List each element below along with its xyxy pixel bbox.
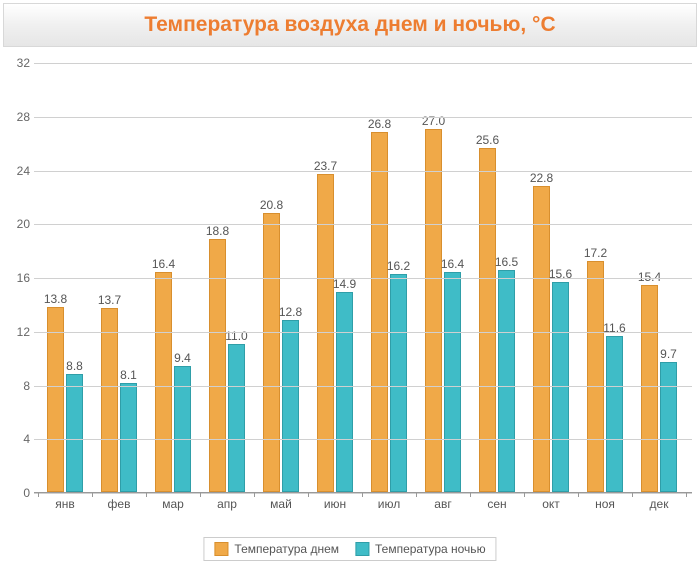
bar-day: 20.8: [263, 213, 280, 493]
x-tick-mark: [200, 492, 201, 497]
x-tick-label: янв: [55, 497, 75, 511]
bar-day: 27.0: [425, 129, 442, 492]
y-tick-label: 32: [17, 56, 30, 70]
bar-value-label: 13.7: [98, 293, 121, 307]
bar-value-label: 8.1: [120, 368, 137, 382]
legend-label-day: Температура днем: [234, 542, 339, 556]
legend-label-night: Температура ночью: [375, 542, 486, 556]
bar-value-label: 15.6: [549, 267, 572, 281]
x-tick-mark: [578, 492, 579, 497]
legend-item-day: Температура днем: [214, 542, 339, 556]
x-tick-mark: [254, 492, 255, 497]
bar-value-label: 9.4: [174, 351, 191, 365]
bar-value-label: 17.2: [584, 246, 607, 260]
chart-title: Температура воздуха днем и ночью, °C: [144, 13, 555, 37]
title-bar: Температура воздуха днем и ночью, °C: [3, 3, 697, 47]
y-tick-label: 0: [23, 486, 30, 500]
bar-day: 13.8: [47, 307, 64, 492]
legend-swatch-day: [214, 542, 228, 556]
x-tick-mark: [524, 492, 525, 497]
bar-value-label: 18.8: [206, 224, 229, 238]
bar-night: 14.9: [336, 292, 353, 492]
y-tick-label: 8: [23, 379, 30, 393]
bar-day: 22.8: [533, 186, 550, 492]
gridline: [34, 278, 692, 279]
x-tick-label: июл: [378, 497, 400, 511]
bar-night: 11.0: [228, 344, 245, 492]
bar-value-label: 16.2: [387, 259, 410, 273]
bar-night: 8.8: [66, 374, 83, 492]
bar-night: 16.4: [444, 272, 461, 492]
x-tick-mark: [308, 492, 309, 497]
bar-night: 8.1: [120, 383, 137, 492]
gridline: [34, 386, 692, 387]
x-tick-mark: [146, 492, 147, 497]
x-tick-mark: [38, 492, 39, 497]
y-axis: 048121620242832: [0, 63, 34, 493]
gridline: [34, 171, 692, 172]
y-tick-label: 24: [17, 164, 30, 178]
bar-day: 25.6: [479, 148, 496, 492]
x-tick-label: сен: [487, 497, 506, 511]
bar-day: 23.7: [317, 174, 334, 492]
bar-value-label: 9.7: [660, 347, 677, 361]
x-tick-mark: [92, 492, 93, 497]
bar-night: 11.6: [606, 336, 623, 492]
bar-night: 16.5: [498, 270, 515, 492]
x-tick-label: фев: [108, 497, 131, 511]
bar-value-label: 16.4: [441, 257, 464, 271]
bar-value-label: 22.8: [530, 171, 553, 185]
bar-value-label: 20.8: [260, 198, 283, 212]
x-tick-label: мар: [162, 497, 184, 511]
bar-day: 13.7: [101, 308, 118, 492]
x-tick-mark: [416, 492, 417, 497]
gridline: [34, 63, 692, 64]
bar-value-label: 25.6: [476, 133, 499, 147]
bar-value-label: 13.8: [44, 292, 67, 306]
bar-night: 12.8: [282, 320, 299, 492]
gridline: [34, 117, 692, 118]
bar-value-label: 12.8: [279, 305, 302, 319]
gridline: [34, 439, 692, 440]
chart-container: Температура воздуха днем и ночью, °C 0 4 8…: [0, 3, 700, 569]
bar-day: 16.4: [155, 272, 172, 492]
bar-value-label: 16.5: [495, 255, 518, 269]
bar-value-label: 11.6: [603, 321, 625, 335]
x-tick-label: апр: [217, 497, 237, 511]
bar-value-label: 16.4: [152, 257, 175, 271]
x-tick-label: окт: [542, 497, 560, 511]
y-tick-label: 20: [17, 217, 30, 231]
x-tick-mark: [686, 492, 687, 497]
x-tick-label: дек: [650, 497, 669, 511]
x-tick-mark: [632, 492, 633, 497]
x-tick-label: июн: [324, 497, 346, 511]
bar-day: 17.2: [587, 261, 604, 492]
y-tick-label: 28: [17, 110, 30, 124]
plot-area: 13.88.813.78.116.49.418.811.020.812.823.…: [34, 63, 692, 493]
bar-night: 16.2: [390, 274, 407, 492]
bar-night: 9.7: [660, 362, 677, 492]
y-tick-label: 12: [17, 325, 30, 339]
y-tick-label: 16: [17, 271, 30, 285]
legend-item-night: Температура ночью: [355, 542, 486, 556]
gridline: [34, 332, 692, 333]
x-tick-mark: [470, 492, 471, 497]
x-tick-label: ноя: [595, 497, 615, 511]
legend: Температура днем Температура ночью: [203, 537, 496, 561]
x-tick-label: май: [270, 497, 292, 511]
legend-swatch-night: [355, 542, 369, 556]
bar-value-label: 8.8: [66, 359, 83, 373]
bar-day: 26.8: [371, 132, 388, 492]
x-tick-label: авг: [434, 497, 451, 511]
bar-value-label: 26.8: [368, 117, 391, 131]
bar-night: 15.6: [552, 282, 569, 492]
y-tick-label: 4: [23, 432, 30, 446]
bar-day: 15.4: [641, 285, 658, 492]
x-axis: янв фев мар апр май июн июл авг сен окт ноя дек: [34, 493, 692, 513]
gridline: [34, 224, 692, 225]
x-tick-mark: [362, 492, 363, 497]
